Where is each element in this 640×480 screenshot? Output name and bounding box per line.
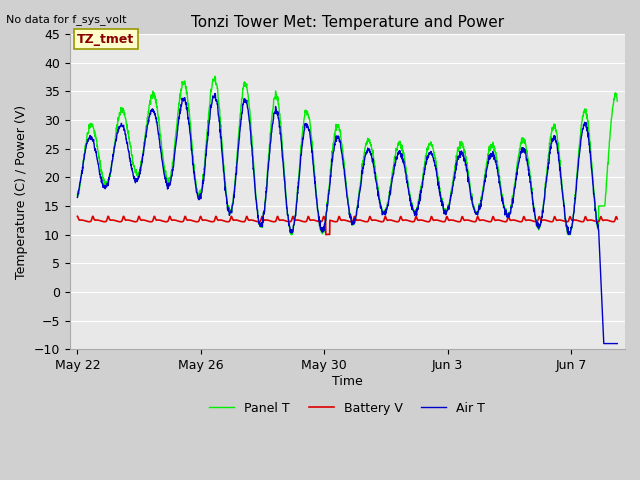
Battery V: [74, 214, 81, 219]
Air T: [337, 139, 344, 144]
Battery V: [322, 232, 330, 238]
Battery V: [337, 216, 344, 222]
Line: Battery V: Battery V: [77, 216, 618, 235]
Battery V: [598, 216, 605, 221]
Panel T: [287, 232, 295, 238]
Panel T: [323, 210, 330, 216]
Panel T: [598, 203, 605, 209]
Y-axis label: Temperature (C) / Power (V): Temperature (C) / Power (V): [15, 105, 28, 279]
Air T: [614, 341, 621, 347]
Panel T: [337, 128, 344, 134]
Text: TZ_tmet: TZ_tmet: [77, 33, 134, 46]
Battery V: [101, 219, 109, 225]
Panel T: [74, 192, 81, 198]
Line: Air T: Air T: [77, 94, 618, 344]
Line: Panel T: Panel T: [77, 76, 618, 235]
Panel T: [598, 203, 606, 209]
Air T: [101, 184, 109, 190]
Panel T: [614, 98, 621, 104]
Battery V: [322, 217, 330, 223]
Panel T: [101, 184, 109, 190]
Battery V: [614, 216, 621, 222]
Air T: [211, 91, 219, 96]
Text: No data for f_sys_volt: No data for f_sys_volt: [6, 14, 127, 25]
Title: Tonzi Tower Met: Temperature and Power: Tonzi Tower Met: Temperature and Power: [191, 15, 504, 30]
Legend: Panel T, Battery V, Air T: Panel T, Battery V, Air T: [204, 396, 490, 420]
Air T: [600, 341, 607, 347]
Panel T: [211, 73, 219, 79]
Air T: [322, 217, 330, 223]
Air T: [499, 198, 507, 204]
Air T: [598, 299, 605, 305]
Air T: [598, 293, 605, 299]
Panel T: [499, 198, 507, 204]
Air T: [74, 194, 81, 200]
Battery V: [598, 216, 605, 222]
Battery V: [499, 218, 507, 224]
X-axis label: Time: Time: [332, 375, 363, 388]
